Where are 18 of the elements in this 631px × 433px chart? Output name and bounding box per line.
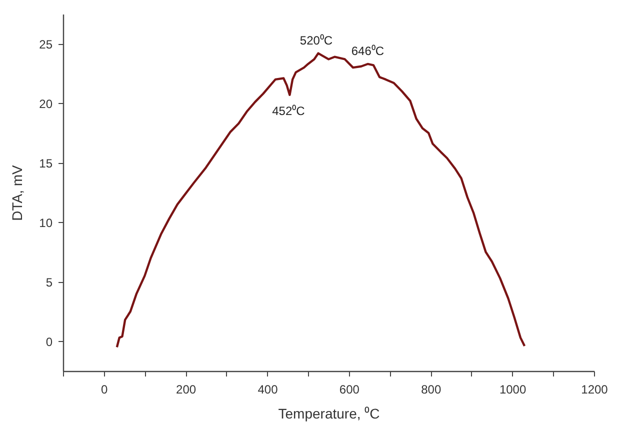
x-tick-label: 200 [176,382,196,396]
x-tick-label: 1000 [499,382,526,396]
y-tick-label: 15 [39,156,53,170]
y-tick-label: 5 [46,275,53,290]
annotation: 520⁰C [300,33,333,48]
y-tick-label: 20 [39,96,53,111]
annotation: 646⁰C [351,44,384,58]
y-tick-label: 25 [39,37,53,52]
x-tick-label: 0 [101,382,108,396]
x-tick-label: 800 [421,382,442,396]
y-tick-label: 0 [46,334,53,349]
x-axis-title: Temperature, ⁰C [278,406,380,422]
y-axis-title: DTA, mV [9,164,26,221]
annotation: 452⁰C [272,104,306,118]
y-tick-label: 10 [39,216,53,230]
x-tick-label: 400 [258,382,278,396]
x-tick-label: 600 [339,382,360,396]
x-tick-label: 1200 [581,382,608,396]
